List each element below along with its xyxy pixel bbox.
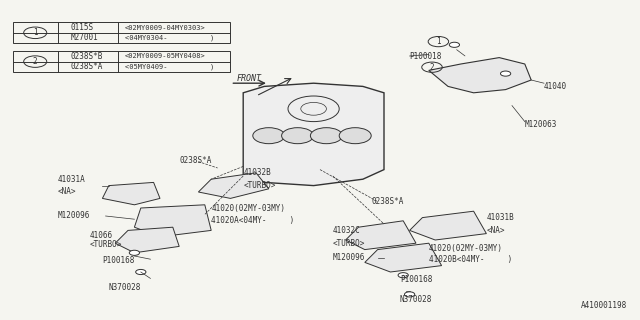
Text: 1: 1 — [33, 28, 38, 37]
Text: 41032B: 41032B — [243, 168, 271, 177]
Text: <04MY0304-          ): <04MY0304- ) — [125, 35, 214, 41]
Polygon shape — [198, 173, 269, 198]
Text: M120096: M120096 — [333, 253, 365, 262]
Polygon shape — [102, 182, 160, 205]
Text: <TURBO>: <TURBO> — [333, 239, 365, 248]
Bar — [13, 51, 230, 72]
Text: <NA>: <NA> — [58, 188, 76, 196]
Text: 0238S*A: 0238S*A — [179, 156, 212, 164]
Text: P100168: P100168 — [102, 256, 135, 265]
Polygon shape — [429, 58, 531, 93]
Text: 41066: 41066 — [90, 231, 113, 240]
Text: 41040: 41040 — [544, 82, 567, 91]
Text: A410001198: A410001198 — [581, 301, 627, 310]
Text: FRONT: FRONT — [237, 74, 262, 83]
Bar — [13, 22, 230, 43]
Text: <TURBO>: <TURBO> — [243, 181, 276, 190]
Text: P100168: P100168 — [400, 276, 433, 284]
Text: 41032C: 41032C — [333, 226, 360, 235]
Text: P100018: P100018 — [410, 52, 442, 60]
Polygon shape — [410, 211, 486, 240]
Text: M120063: M120063 — [525, 120, 557, 129]
Text: 1: 1 — [436, 37, 441, 46]
Text: M27001: M27001 — [70, 34, 98, 43]
Circle shape — [282, 128, 314, 144]
Polygon shape — [346, 221, 416, 250]
Text: 41020B<04MY-     ): 41020B<04MY- ) — [429, 255, 512, 264]
Circle shape — [398, 273, 408, 278]
Circle shape — [339, 128, 371, 144]
Text: <TURBO>: <TURBO> — [90, 240, 122, 249]
Circle shape — [129, 250, 140, 255]
Polygon shape — [134, 205, 211, 237]
Text: N370028: N370028 — [400, 295, 433, 304]
Text: 0115S: 0115S — [70, 23, 93, 32]
Text: 41020(02MY-03MY): 41020(02MY-03MY) — [429, 244, 503, 252]
Text: 41031B: 41031B — [486, 213, 514, 222]
Text: <NA>: <NA> — [486, 226, 505, 235]
Circle shape — [404, 292, 415, 297]
Text: <02MY0009-04MY0303>: <02MY0009-04MY0303> — [125, 25, 205, 31]
Polygon shape — [115, 227, 179, 253]
Text: 2: 2 — [429, 63, 435, 72]
Text: 41020A<04MY-     ): 41020A<04MY- ) — [211, 216, 294, 225]
Text: M120096: M120096 — [58, 212, 90, 220]
Circle shape — [136, 269, 146, 275]
Polygon shape — [365, 243, 442, 272]
Text: 0238S*A: 0238S*A — [371, 197, 404, 206]
Text: 0238S*B: 0238S*B — [70, 52, 103, 61]
Text: <02MY0009-05MY0408>: <02MY0009-05MY0408> — [125, 53, 205, 60]
Text: 41031A: 41031A — [58, 175, 85, 184]
Text: 2: 2 — [33, 57, 38, 66]
Text: N370028: N370028 — [109, 284, 141, 292]
Circle shape — [253, 128, 285, 144]
Circle shape — [310, 128, 342, 144]
Text: 0238S*A: 0238S*A — [70, 62, 103, 71]
Circle shape — [500, 71, 511, 76]
Circle shape — [449, 42, 460, 47]
Text: 41020(02MY-03MY): 41020(02MY-03MY) — [211, 204, 285, 212]
Text: <05MY0409-          ): <05MY0409- ) — [125, 64, 214, 70]
Polygon shape — [243, 83, 384, 186]
